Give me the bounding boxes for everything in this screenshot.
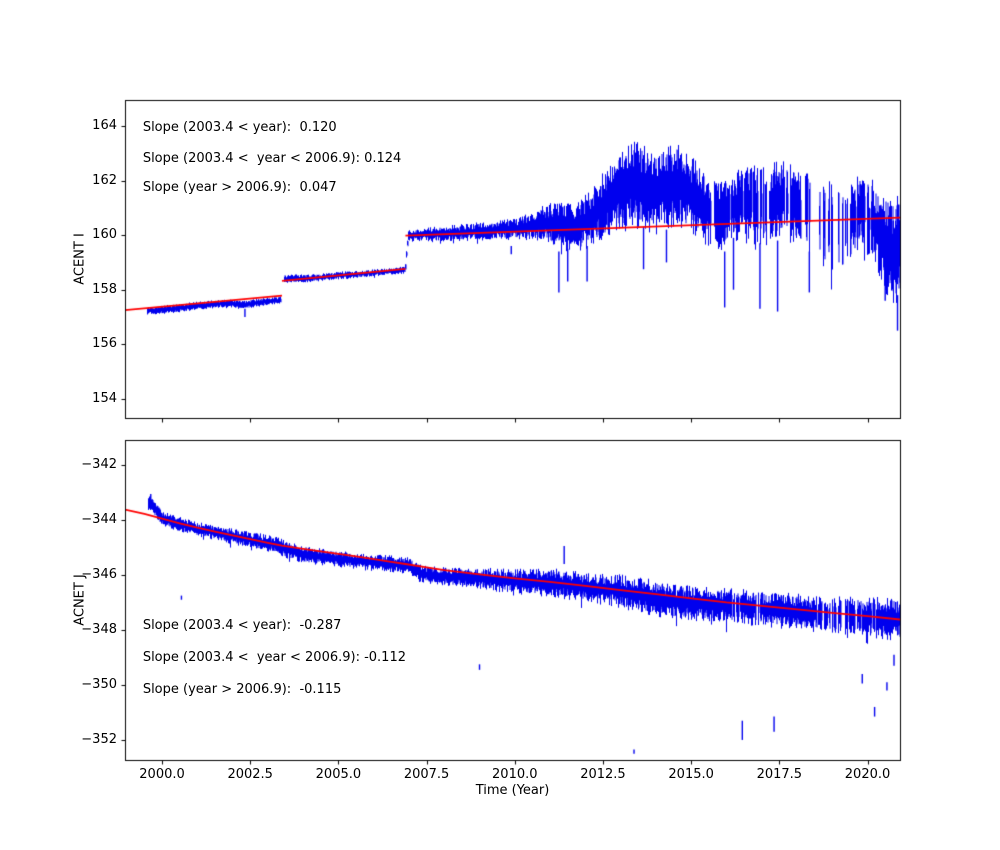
y-tick-label: 162 [92,172,117,188]
x-tick-label: 2012.5 [580,767,626,782]
x-tick-label: 2015.0 [668,767,714,782]
y-tick-label: 160 [92,227,117,243]
annotation-slope-late-top: Slope (year > 2006.9): 0.047 [142,180,337,196]
y-tick-label: −346 [81,566,117,582]
annotation-slope-early-top: Slope (2003.4 < year): 0.120 [142,120,337,136]
y-tick-label: −342 [81,457,117,473]
y-tick-label: −348 [81,621,117,637]
annotation-slope-mid-top: Slope (2003.4 < year < 2006.9): 0.124 [142,150,402,166]
y-tick-label: −352 [81,731,117,747]
x-tick-label: 2017.5 [756,767,803,782]
annotation-slope-late-bottom: Slope (year > 2006.9): -0.115 [142,681,342,697]
annotation-slope-mid-bottom: Slope (2003.4 < year < 2006.9): -0.112 [142,649,406,665]
x-tick-label: 2000.0 [139,767,185,782]
y-tick-label: −344 [81,512,117,527]
x-tick-label: 2007.5 [403,767,450,782]
x-tick-label: 2002.5 [227,767,273,782]
x-tick-label: 2010.0 [492,767,538,782]
y-tick-label: 156 [92,336,117,352]
y-tick-label: 154 [92,390,117,406]
x-axis-label: Time (Year) [475,783,550,798]
x-tick-label: 2005.0 [315,767,362,782]
y-tick-label: −350 [81,676,117,692]
y-tick-label: 164 [92,117,117,133]
x-tick-label: 2020.0 [844,767,891,782]
y-tick-label: 158 [92,281,117,297]
annotation-slope-early-bottom: Slope (2003.4 < year): -0.287 [142,617,342,633]
